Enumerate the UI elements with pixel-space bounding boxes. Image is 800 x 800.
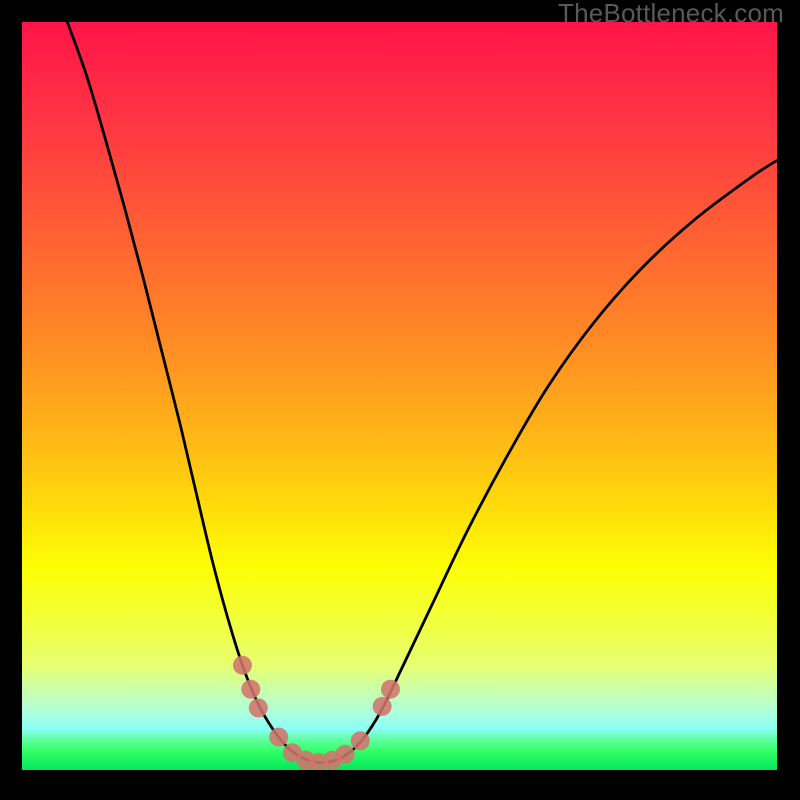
frame-bottom — [0, 770, 800, 800]
frame-right — [777, 22, 800, 770]
plot-area — [22, 22, 777, 770]
frame-left — [0, 22, 22, 770]
watermark-text: TheBottleneck.com — [558, 0, 784, 29]
chart-container: TheBottleneck.com — [0, 0, 800, 800]
